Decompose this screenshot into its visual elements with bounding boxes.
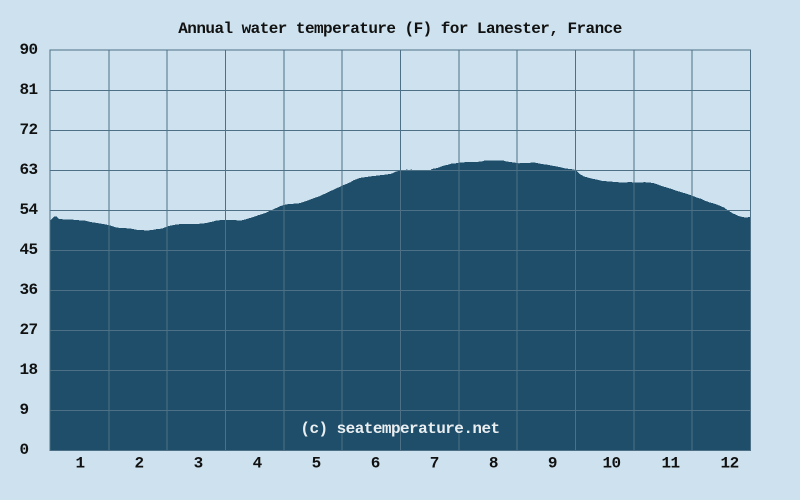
svg-text:81: 81 bbox=[20, 81, 38, 99]
svg-text:54: 54 bbox=[20, 201, 39, 219]
svg-text:36: 36 bbox=[20, 281, 38, 299]
svg-text:(c) seatemperature.net: (c) seatemperature.net bbox=[300, 420, 499, 438]
svg-text:90: 90 bbox=[20, 41, 38, 59]
svg-text:0: 0 bbox=[20, 441, 29, 459]
svg-text:45: 45 bbox=[20, 241, 38, 259]
svg-text:9: 9 bbox=[20, 401, 29, 419]
svg-text:18: 18 bbox=[20, 361, 38, 379]
svg-text:1: 1 bbox=[75, 455, 84, 473]
svg-text:5: 5 bbox=[312, 455, 321, 473]
svg-text:3: 3 bbox=[194, 455, 203, 473]
svg-text:11: 11 bbox=[661, 455, 679, 473]
svg-text:7: 7 bbox=[430, 455, 439, 473]
svg-text:6: 6 bbox=[371, 455, 380, 473]
svg-text:9: 9 bbox=[548, 455, 557, 473]
svg-text:2: 2 bbox=[134, 455, 143, 473]
svg-text:8: 8 bbox=[489, 455, 498, 473]
svg-text:4: 4 bbox=[253, 455, 263, 473]
svg-text:12: 12 bbox=[721, 455, 739, 473]
svg-text:63: 63 bbox=[20, 161, 38, 179]
svg-text:Annual water temperature (F) f: Annual water temperature (F) for Laneste… bbox=[178, 20, 622, 38]
svg-text:72: 72 bbox=[20, 121, 38, 139]
svg-text:27: 27 bbox=[20, 321, 38, 339]
svg-text:10: 10 bbox=[602, 455, 620, 473]
